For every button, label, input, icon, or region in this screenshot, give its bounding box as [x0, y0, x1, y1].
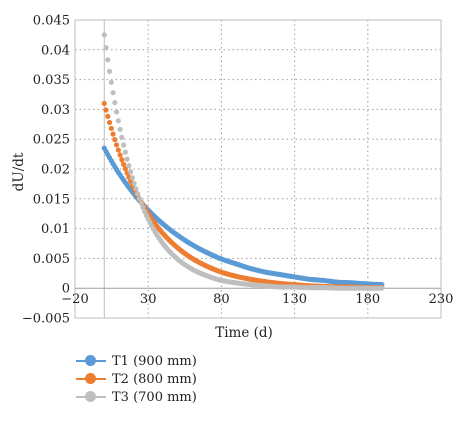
x-tick-label: 30: [140, 292, 157, 307]
series-2: [101, 100, 385, 291]
data-point: [131, 180, 137, 186]
y-tick-label: 0.015: [33, 192, 70, 207]
legend-marker-t1: [76, 352, 106, 370]
data-point: [128, 169, 134, 175]
data-point: [110, 90, 116, 96]
y-tick-label: 0.01: [41, 222, 70, 237]
y-tick-label: −0.005: [22, 312, 70, 327]
legend: T1 (900 mm) T2 (800 mm) T3 (700 mm): [76, 352, 197, 406]
data-point: [113, 109, 120, 115]
data-point: [124, 156, 130, 162]
series-1: [101, 145, 385, 288]
data-point: [140, 204, 146, 210]
data-point: [108, 125, 114, 132]
data-point: [119, 157, 125, 163]
data-point: [105, 113, 111, 119]
data-point: [113, 142, 120, 148]
x-tick-label: 230: [429, 292, 454, 307]
y-tick-label: 0.045: [33, 14, 70, 29]
x-tick-label: 180: [355, 292, 380, 307]
data-point: [110, 131, 116, 137]
legend-item-t1: T1 (900 mm): [76, 352, 197, 370]
x-tick-label: −20: [61, 292, 88, 307]
legend-item-t3: T3 (700 mm): [76, 388, 197, 406]
data-point: [117, 152, 123, 158]
legend-item-t2: T2 (800 mm): [76, 370, 197, 388]
series-3: [101, 32, 385, 291]
axes: [74, 19, 442, 319]
data-point: [115, 147, 121, 153]
x-axis-label: Time (d): [215, 325, 273, 340]
legend-label-t3: T3 (700 mm): [112, 389, 197, 405]
data-point: [103, 45, 109, 51]
data-point: [112, 137, 118, 143]
data-point: [117, 126, 123, 132]
grid: [75, 20, 441, 318]
data-point: [112, 99, 118, 106]
data-point: [135, 191, 141, 197]
data-point: [133, 186, 139, 192]
data-point: [379, 285, 385, 291]
data-point: [119, 134, 125, 140]
y-tick-label: 0.035: [33, 73, 70, 88]
data-point: [136, 195, 143, 202]
data-point: [106, 119, 113, 126]
data-point: [138, 200, 144, 206]
y-tick-label: 0.03: [41, 103, 70, 118]
y-axis-label: dU/dt: [11, 152, 27, 191]
data-point: [106, 68, 113, 74]
data-point: [126, 163, 132, 169]
data-point: [121, 161, 127, 167]
data-point: [101, 100, 107, 107]
data-point: [122, 149, 128, 155]
legend-marker-t2: [76, 370, 106, 388]
x-tick-label: 80: [213, 292, 230, 307]
data-point: [122, 166, 128, 172]
data-point: [129, 175, 135, 181]
data-point: [101, 32, 107, 38]
series-layer: [101, 32, 385, 291]
data-point: [142, 208, 148, 215]
tick-labels: −20 30 80 130 180 230 −0.005 0 0.005 0.01 0.015 0.0…: [22, 14, 454, 327]
y-tick-label: 0.005: [33, 252, 70, 267]
y-tick-label: 0.025: [33, 133, 70, 148]
legend-marker-t3: [76, 388, 106, 406]
x-tick-label: 130: [282, 292, 307, 307]
plot-frame: [74, 19, 442, 319]
y-tick-label: 0: [62, 282, 70, 297]
y-tick-label: 0.04: [41, 43, 70, 58]
data-point: [108, 79, 114, 85]
y-tick-label: 0.02: [41, 163, 70, 178]
data-point: [105, 57, 111, 63]
data-point: [115, 118, 121, 124]
data-point: [121, 142, 127, 148]
chart: −20 30 80 130 180 230 −0.005 0 0.005 0.01 0.015 0.0…: [11, 14, 454, 341]
legend-label-t1: T1 (900 mm): [112, 353, 197, 369]
data-point: [103, 107, 109, 113]
legend-label-t2: T2 (800 mm): [112, 371, 197, 387]
